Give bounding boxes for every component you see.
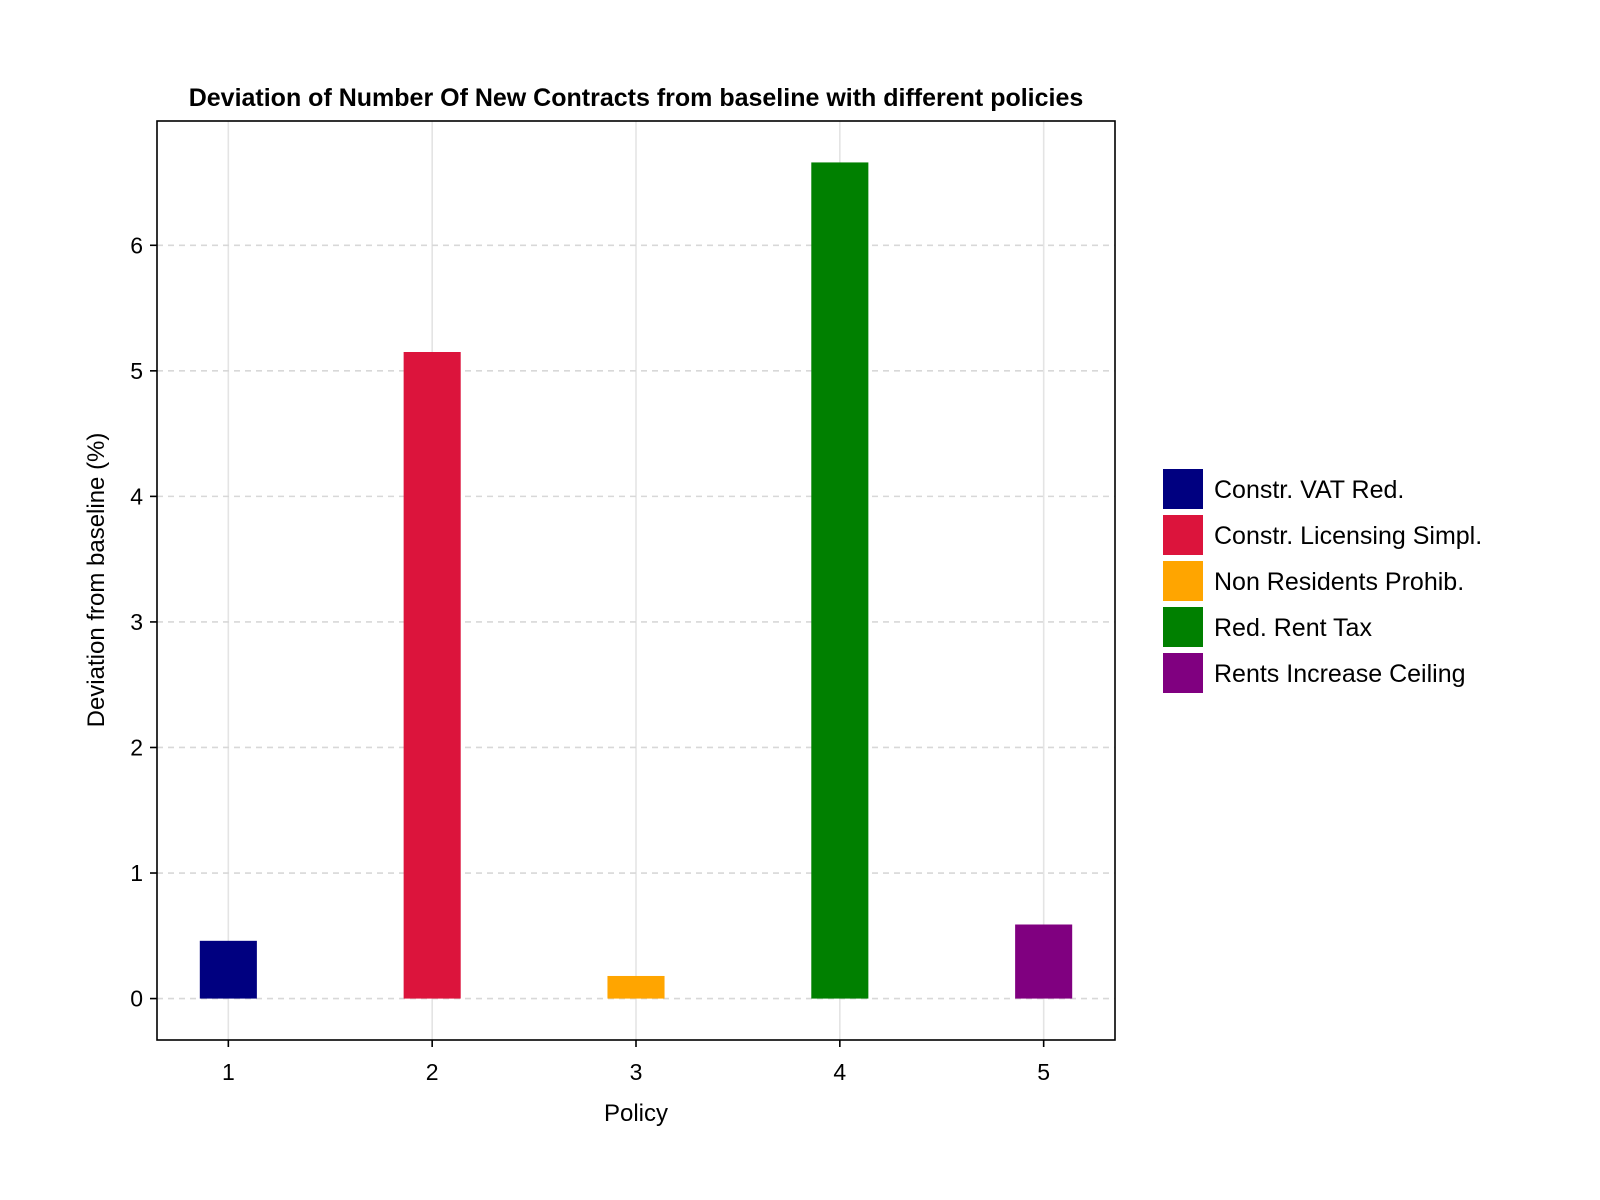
bar-policy-3	[607, 975, 665, 999]
x-tick-label: 3	[630, 1059, 643, 1085]
y-tick-label: 1	[130, 860, 143, 886]
y-tick-label: 3	[130, 609, 143, 635]
legend-swatch	[1163, 469, 1203, 509]
bar-policy-1	[199, 940, 257, 999]
y-tick-label: 6	[130, 232, 143, 258]
x-axis-ticks: 1 2 3 4 5	[222, 1040, 1050, 1085]
y-tick-label: 4	[130, 483, 143, 509]
bar-policy-4	[811, 162, 869, 999]
y-axis-ticks: 0 1 2 3 4 5 6	[130, 232, 157, 1012]
x-tick-label: 4	[833, 1059, 846, 1085]
legend-label: Constr. VAT Red.	[1214, 476, 1404, 504]
legend: Constr. VAT Red. Constr. Licensing Simpl.…	[1163, 469, 1482, 693]
x-tick-label: 1	[222, 1059, 235, 1085]
x-tick-label: 2	[426, 1059, 439, 1085]
x-axis-label: Policy	[604, 1100, 668, 1127]
legend-swatch	[1163, 561, 1203, 601]
bars	[199, 162, 1073, 999]
bar-policy-5	[1015, 924, 1073, 999]
legend-label: Non Residents Prohib.	[1214, 568, 1464, 596]
y-tick-label: 5	[130, 358, 143, 384]
y-tick-label: 2	[130, 734, 143, 760]
legend-swatch	[1163, 653, 1203, 693]
x-tick-label: 5	[1037, 1059, 1050, 1085]
y-axis-label: Deviation from baseline (%)	[83, 433, 110, 728]
legend-label: Constr. Licensing Simpl.	[1214, 522, 1482, 550]
legend-label: Red. Rent Tax	[1214, 614, 1372, 642]
legend-label: Rents Increase Ceiling	[1214, 660, 1466, 688]
chart-title: Deviation of Number Of New Contracts fro…	[189, 84, 1084, 112]
legend-swatch	[1163, 607, 1203, 647]
y-tick-label: 0	[130, 986, 143, 1012]
legend-swatch	[1163, 515, 1203, 555]
bar-policy-2	[403, 352, 461, 999]
